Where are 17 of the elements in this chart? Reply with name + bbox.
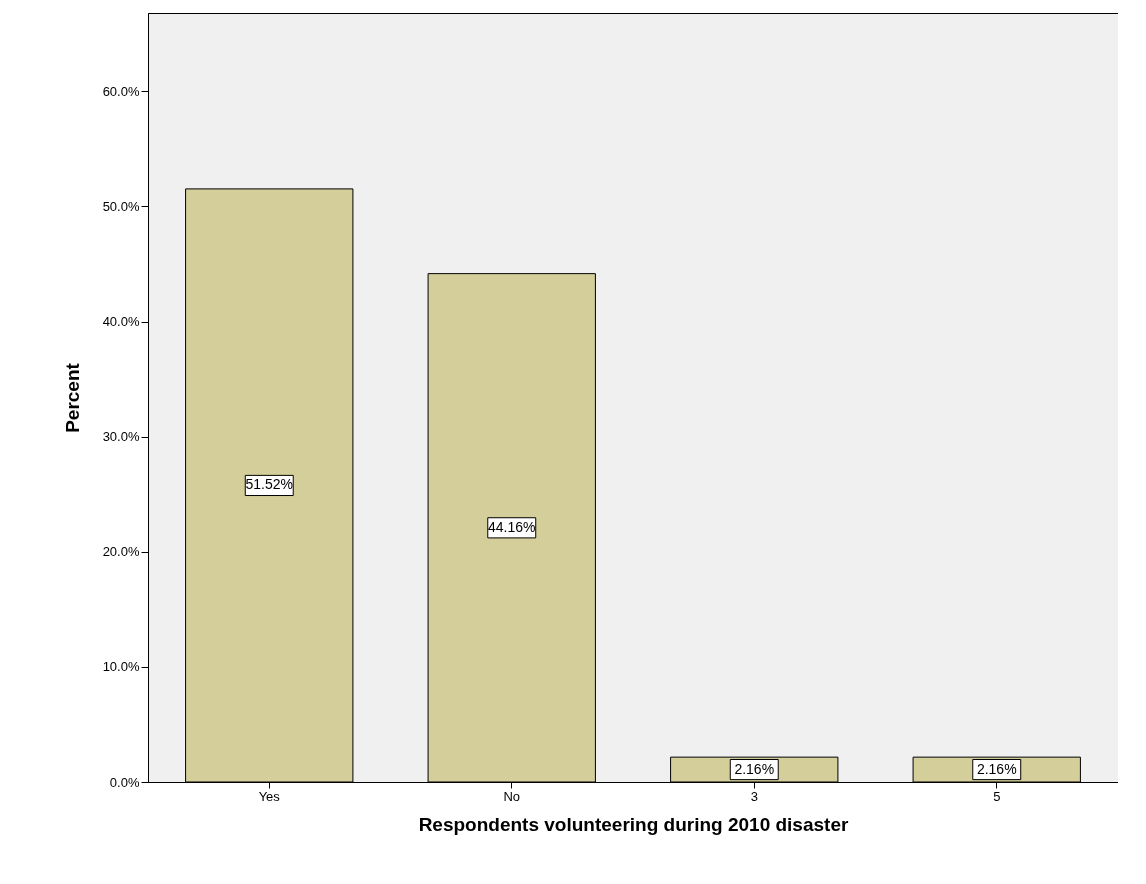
y-tick-label: 60.0% [102,83,140,99]
x-tick-label: 5 [993,788,1001,804]
y-tick-label: 30.0% [102,429,140,445]
y-tick-label: 40.0% [102,314,140,330]
y-tick-label: 0.0% [109,774,140,790]
data-label: 2.16% [734,760,775,777]
y-tick-label: 20.0% [102,544,140,560]
y-axis-title: Percent [61,362,83,433]
x-tick-label: Yes [258,788,281,804]
y-tick-label: 50.0% [102,198,140,214]
data-label: 44.16% [488,518,536,535]
data-label: 51.52% [245,476,293,493]
y-tick-label: 10.0% [102,659,140,675]
x-tick-label: 3 [750,788,758,804]
x-axis-title: Respondents volunteering during 2010 disaster [418,813,849,835]
data-label: 2.16% [976,760,1017,777]
x-tick-label: No [503,788,521,804]
